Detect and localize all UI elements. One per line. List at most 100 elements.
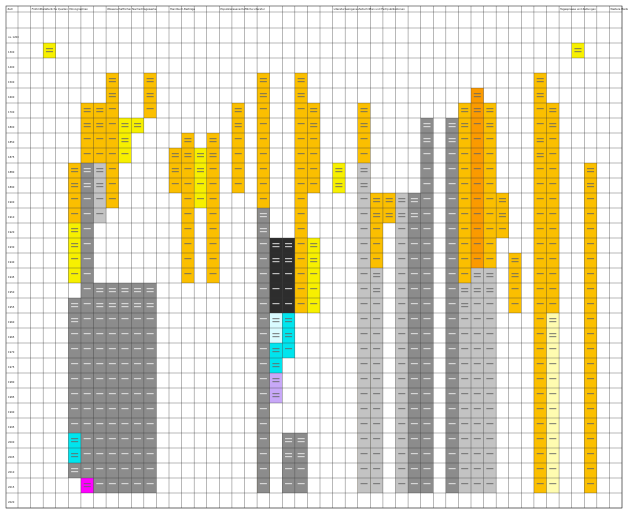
- period-marker-39-0: [310, 243, 318, 245]
- period-marker-56-9: [486, 408, 494, 410]
- period-marker-33-4: [285, 303, 293, 305]
- period-marker-b-20-1: [146, 306, 154, 308]
- period-marker-48-11: [423, 288, 431, 290]
- period-marker-28-3: [259, 258, 267, 260]
- period-marker-7-0: [83, 108, 91, 110]
- period-marker-8-5: [83, 243, 91, 245]
- period-marker-23-7: [184, 243, 192, 245]
- period-marker-50-9: [448, 258, 456, 260]
- period-marker-28-12: [259, 393, 267, 395]
- year-label-24: 1985: [8, 395, 15, 399]
- period-marker-36-7: [297, 183, 305, 185]
- period-marker-44-2: [373, 303, 381, 305]
- period-marker-50-12: [448, 303, 456, 305]
- period-marker-55-0: [486, 108, 494, 110]
- period-block-44: [370, 268, 383, 493]
- period-marker-8-8: [83, 288, 91, 290]
- period-marker-64-15: [587, 393, 595, 395]
- period-marker-41-0: [360, 108, 368, 110]
- period-marker-53-2: [473, 123, 481, 125]
- period-marker-44-5: [373, 348, 381, 350]
- period-marker-50-13: [448, 318, 456, 320]
- period-marker-50-2: [448, 153, 456, 155]
- period-marker-42-16: [360, 408, 368, 410]
- period-marker-41-2: [360, 138, 368, 140]
- period-marker-26-1: [234, 123, 242, 125]
- period-marker-40-0: [335, 168, 343, 170]
- year-label-19: 1960: [8, 320, 15, 324]
- period-marker-36-14: [297, 288, 305, 290]
- period-marker-b-62-0: [549, 321, 557, 323]
- period-marker-b-7-1: [83, 126, 91, 128]
- period-marker-60-15: [536, 363, 544, 365]
- period-marker-60-18: [536, 408, 544, 410]
- period-marker-48-12: [423, 303, 431, 305]
- period-marker-13-5: [108, 153, 116, 155]
- period-marker-58-0: [511, 258, 519, 260]
- period-marker-35-2: [285, 468, 293, 470]
- period-marker-18-7: [134, 393, 142, 395]
- period-marker-48-3: [423, 168, 431, 170]
- period-marker-42-4: [360, 228, 368, 230]
- period-marker-b-16-0: [121, 291, 129, 293]
- period-marker-51-9: [461, 243, 469, 245]
- period-marker-43-2: [373, 228, 381, 230]
- period-marker-42-12: [360, 348, 368, 350]
- period-marker-62-7: [549, 423, 557, 425]
- period-marker-26-2: [234, 138, 242, 140]
- period-marker-41-3: [360, 153, 368, 155]
- period-marker-28-11: [259, 378, 267, 380]
- period-marker-48-13: [423, 318, 431, 320]
- period-marker-28-9: [259, 348, 267, 350]
- year-label-4: 1600: [8, 95, 15, 99]
- year-label-22: 1975: [8, 365, 15, 369]
- year-label-3: 1500: [8, 80, 15, 84]
- period-marker-27-7: [259, 183, 267, 185]
- period-block-4: [68, 298, 81, 433]
- period-marker-46-14: [398, 408, 406, 410]
- period-marker-47-2: [410, 228, 418, 230]
- period-marker-20-3: [146, 333, 154, 335]
- period-marker-18-11: [134, 453, 142, 455]
- period-marker-59-0: [536, 78, 544, 80]
- period-marker-47-1: [410, 213, 418, 215]
- period-marker-48-18: [423, 393, 431, 395]
- period-marker-13-4: [108, 138, 116, 140]
- period-marker-28-14: [259, 423, 267, 425]
- period-marker-46-16: [398, 438, 406, 440]
- period-marker-36-4: [297, 138, 305, 140]
- period-marker-b-35-1: [285, 456, 293, 458]
- period-marker-20-11: [146, 453, 154, 455]
- period-marker-b-32-1: [272, 396, 280, 398]
- period-marker-64-21: [587, 483, 595, 485]
- period-marker-61-13: [549, 303, 557, 305]
- period-marker-39-3: [310, 288, 318, 290]
- period-marker-54-1: [473, 288, 481, 290]
- period-marker-10-3: [96, 153, 104, 155]
- period-marker-24-2: [196, 183, 204, 185]
- period-marker-8-0: [83, 168, 91, 170]
- period-marker-18-6: [134, 378, 142, 380]
- period-marker-47-18: [410, 468, 418, 470]
- period-marker-14-2: [108, 318, 116, 320]
- period-marker-43-3: [373, 243, 381, 245]
- period-marker-52-1: [461, 303, 469, 305]
- period-marker-36-3: [297, 123, 305, 125]
- period-marker-62-4: [549, 378, 557, 380]
- period-marker-14-9: [108, 423, 116, 425]
- period-marker-46-6: [398, 288, 406, 290]
- period-marker-18-13: [134, 483, 142, 485]
- period-marker-b-14-0: [108, 291, 116, 293]
- period-marker-62-5: [549, 393, 557, 395]
- period-marker-51-10: [461, 258, 469, 260]
- period-marker-52-11: [461, 453, 469, 455]
- period-marker-23-8: [184, 258, 192, 260]
- period-marker-46-11: [398, 363, 406, 365]
- timeline-labels: Zeit Frühmittelalterliche Quellen Monograp…: [8, 7, 628, 504]
- period-block-50: [445, 118, 459, 493]
- period-marker-23-9: [184, 273, 192, 275]
- period-marker-10-0: [96, 108, 104, 110]
- period-marker-53-8: [473, 213, 481, 215]
- period-marker-b-6-0: [71, 471, 79, 473]
- period-marker-20-9: [146, 423, 154, 425]
